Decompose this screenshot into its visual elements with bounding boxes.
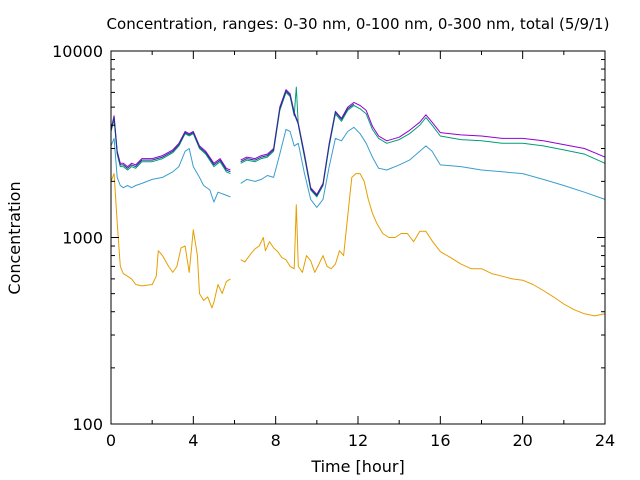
chart-title: Concentration, ranges: 0-30 nm, 0-100 nm… <box>107 15 610 33</box>
series-group <box>110 86 606 317</box>
y-tick-label: 1000 <box>62 229 103 248</box>
series-line-1 <box>110 173 606 317</box>
y-tick-label: 10000 <box>52 42 103 61</box>
tick-group: 0 4 8 12 16 20 24 100 1000 10000 <box>52 42 615 450</box>
x-tick-label: 16 <box>430 431 450 450</box>
series-line-4 <box>110 89 606 195</box>
x-tick-label: 20 <box>512 431 532 450</box>
series-line-5 <box>110 90 355 196</box>
series-line-2 <box>110 126 606 208</box>
x-tick-label: 8 <box>271 431 281 450</box>
y-tick-label: 100 <box>72 415 103 434</box>
x-tick-label: 24 <box>595 431 615 450</box>
y-axis-title: Concentration <box>5 181 24 294</box>
x-axis-title: Time [hour] <box>310 457 404 476</box>
x-tick-label: 0 <box>106 431 116 450</box>
x-tick-label: 12 <box>348 431 368 450</box>
x-tick-label: 4 <box>188 431 198 450</box>
